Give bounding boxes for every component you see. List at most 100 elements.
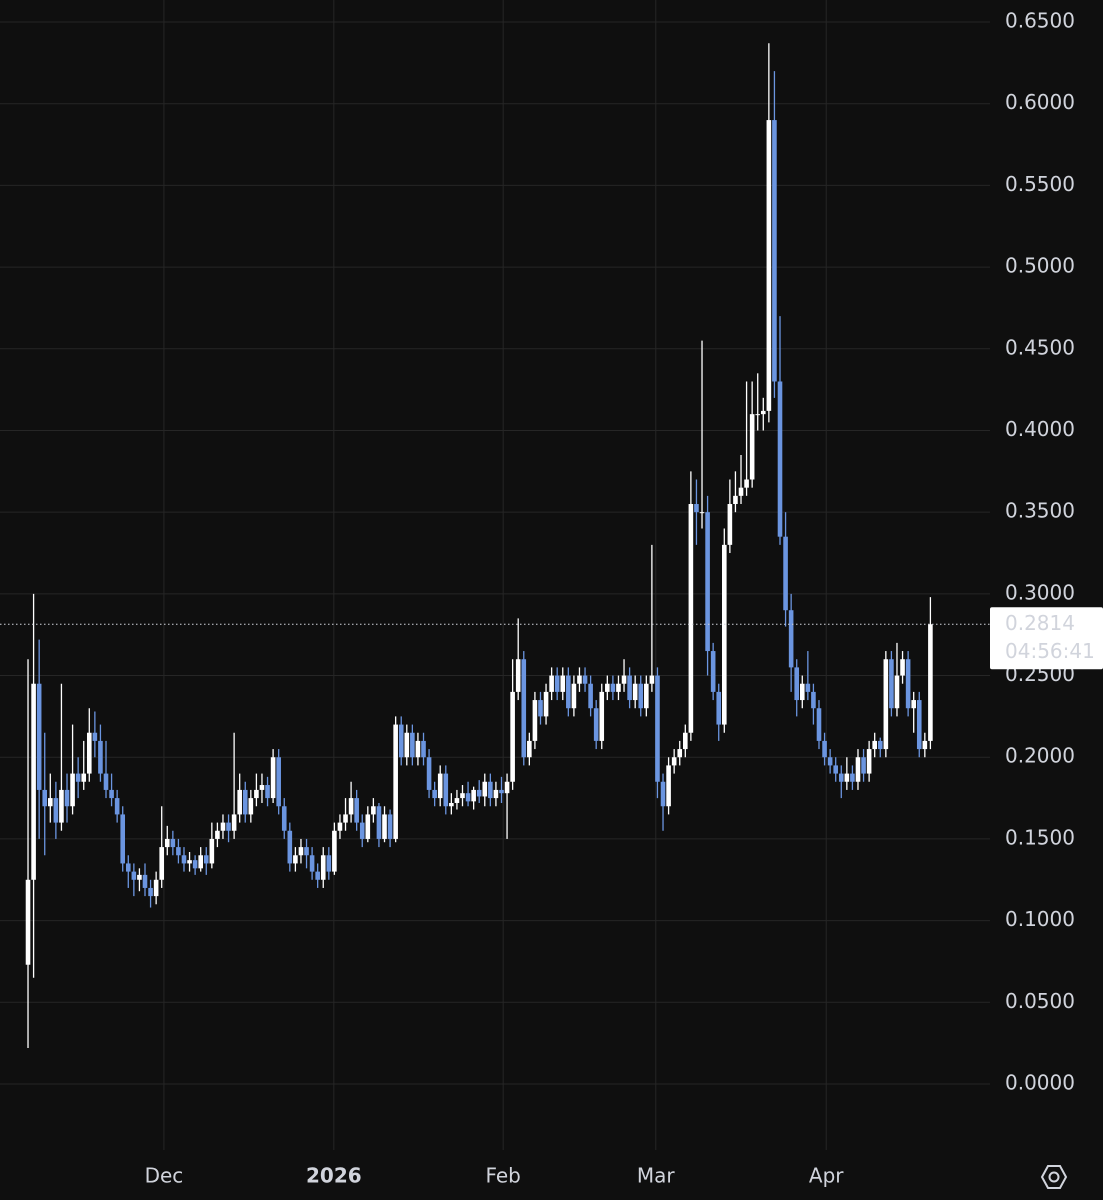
candle-body: [181, 855, 187, 864]
candle-body: [131, 871, 137, 880]
candle-body: [760, 410, 766, 415]
countdown-label: 04:56:41: [1005, 639, 1095, 663]
candle-body: [560, 675, 566, 692]
candle-body: [549, 675, 554, 692]
candle-body: [326, 855, 332, 872]
settings-icon[interactable]: [1040, 1165, 1068, 1189]
candle-body: [465, 793, 471, 802]
candle-body: [844, 773, 850, 782]
candle-body: [794, 667, 800, 701]
candle-body: [666, 765, 671, 807]
candle-body: [376, 806, 382, 839]
candle-body: [727, 504, 733, 545]
candle-body: [833, 765, 839, 774]
candle-body: [148, 887, 153, 897]
candle-body: [566, 675, 571, 709]
y-tick-label: 0.3000: [1005, 580, 1075, 604]
y-tick-label: 0.4000: [1005, 417, 1075, 441]
candle-body: [337, 822, 343, 831]
candle-body: [170, 838, 176, 848]
y-tick-label: 0.4500: [1005, 335, 1075, 359]
candle-body: [393, 724, 398, 839]
candle-body: [627, 675, 632, 701]
candle-body: [738, 487, 744, 496]
candle-body: [588, 683, 593, 709]
candle-body: [437, 773, 443, 799]
candle-body: [655, 675, 660, 782]
candle-body: [610, 683, 616, 692]
candle-body: [371, 806, 376, 815]
candle-body: [120, 814, 126, 864]
candle-body: [460, 793, 465, 799]
candle-body: [137, 874, 142, 880]
candle-body: [315, 871, 320, 880]
candle-body: [554, 675, 560, 692]
candle-body: [410, 732, 415, 758]
candle-body: [721, 544, 727, 725]
candle-body: [153, 879, 159, 897]
y-tick-label: 0.0500: [1005, 989, 1075, 1013]
candle-body: [92, 732, 98, 741]
candle-body: [209, 838, 215, 864]
candle-body: [577, 675, 582, 684]
candle-body: [911, 700, 916, 709]
candle-body: [348, 798, 354, 815]
candle-body: [571, 683, 577, 709]
candle-body: [476, 789, 482, 797]
candle-body: [822, 740, 827, 758]
candle-body: [387, 814, 393, 839]
candle-body: [359, 822, 365, 839]
candle-body: [777, 381, 783, 537]
candle-body: [827, 757, 833, 766]
candle-body: [916, 700, 922, 750]
candle-body: [42, 789, 48, 807]
settings-hexagon: [1040, 1165, 1068, 1189]
candle-body: [226, 822, 231, 831]
candle-body: [733, 495, 738, 505]
candle-body: [816, 708, 822, 741]
candle-body: [53, 798, 59, 823]
candle-body: [772, 120, 777, 382]
candle-body: [237, 789, 242, 815]
candle-body: [677, 749, 683, 758]
candle-body: [799, 683, 805, 701]
y-tick-label: 0.1000: [1005, 907, 1075, 931]
candle-body: [215, 830, 220, 839]
candle-body: [527, 740, 532, 758]
candle-body: [203, 855, 209, 864]
candle-body: [605, 683, 610, 692]
candle-body: [293, 855, 298, 864]
last-price-box: [990, 607, 1103, 670]
x-tick-label: Mar: [637, 1164, 676, 1188]
candle-body: [25, 879, 31, 965]
candle-body: [47, 798, 53, 807]
candle-body: [872, 740, 877, 750]
candle-body: [515, 659, 521, 692]
candle-body: [382, 814, 387, 839]
y-tick-label: 0.6000: [1005, 90, 1075, 114]
candle-body: [398, 724, 404, 758]
candle-body: [532, 700, 538, 741]
last-price-label: 0.2814: [1005, 611, 1075, 635]
y-tick-label: 0.2000: [1005, 744, 1075, 768]
candle-body: [454, 798, 460, 803]
candle-body: [432, 789, 437, 799]
candle-body: [254, 789, 259, 799]
candle-body: [404, 732, 410, 758]
candle-body: [838, 773, 844, 782]
candle-body: [889, 659, 894, 709]
candle-body: [31, 683, 36, 880]
candle-body: [688, 504, 694, 733]
candle-body: [354, 798, 359, 823]
candle-body: [332, 830, 337, 872]
candle-body: [176, 847, 181, 856]
x-tick-label: Dec: [145, 1164, 184, 1188]
y-tick-label: 0.0000: [1005, 1070, 1075, 1094]
candle-body: [638, 683, 644, 709]
candle-body: [894, 675, 900, 709]
candle-body: [187, 860, 192, 864]
x-tick-label: Apr: [809, 1164, 844, 1188]
candle-body: [304, 847, 309, 856]
candle-body: [343, 814, 348, 823]
